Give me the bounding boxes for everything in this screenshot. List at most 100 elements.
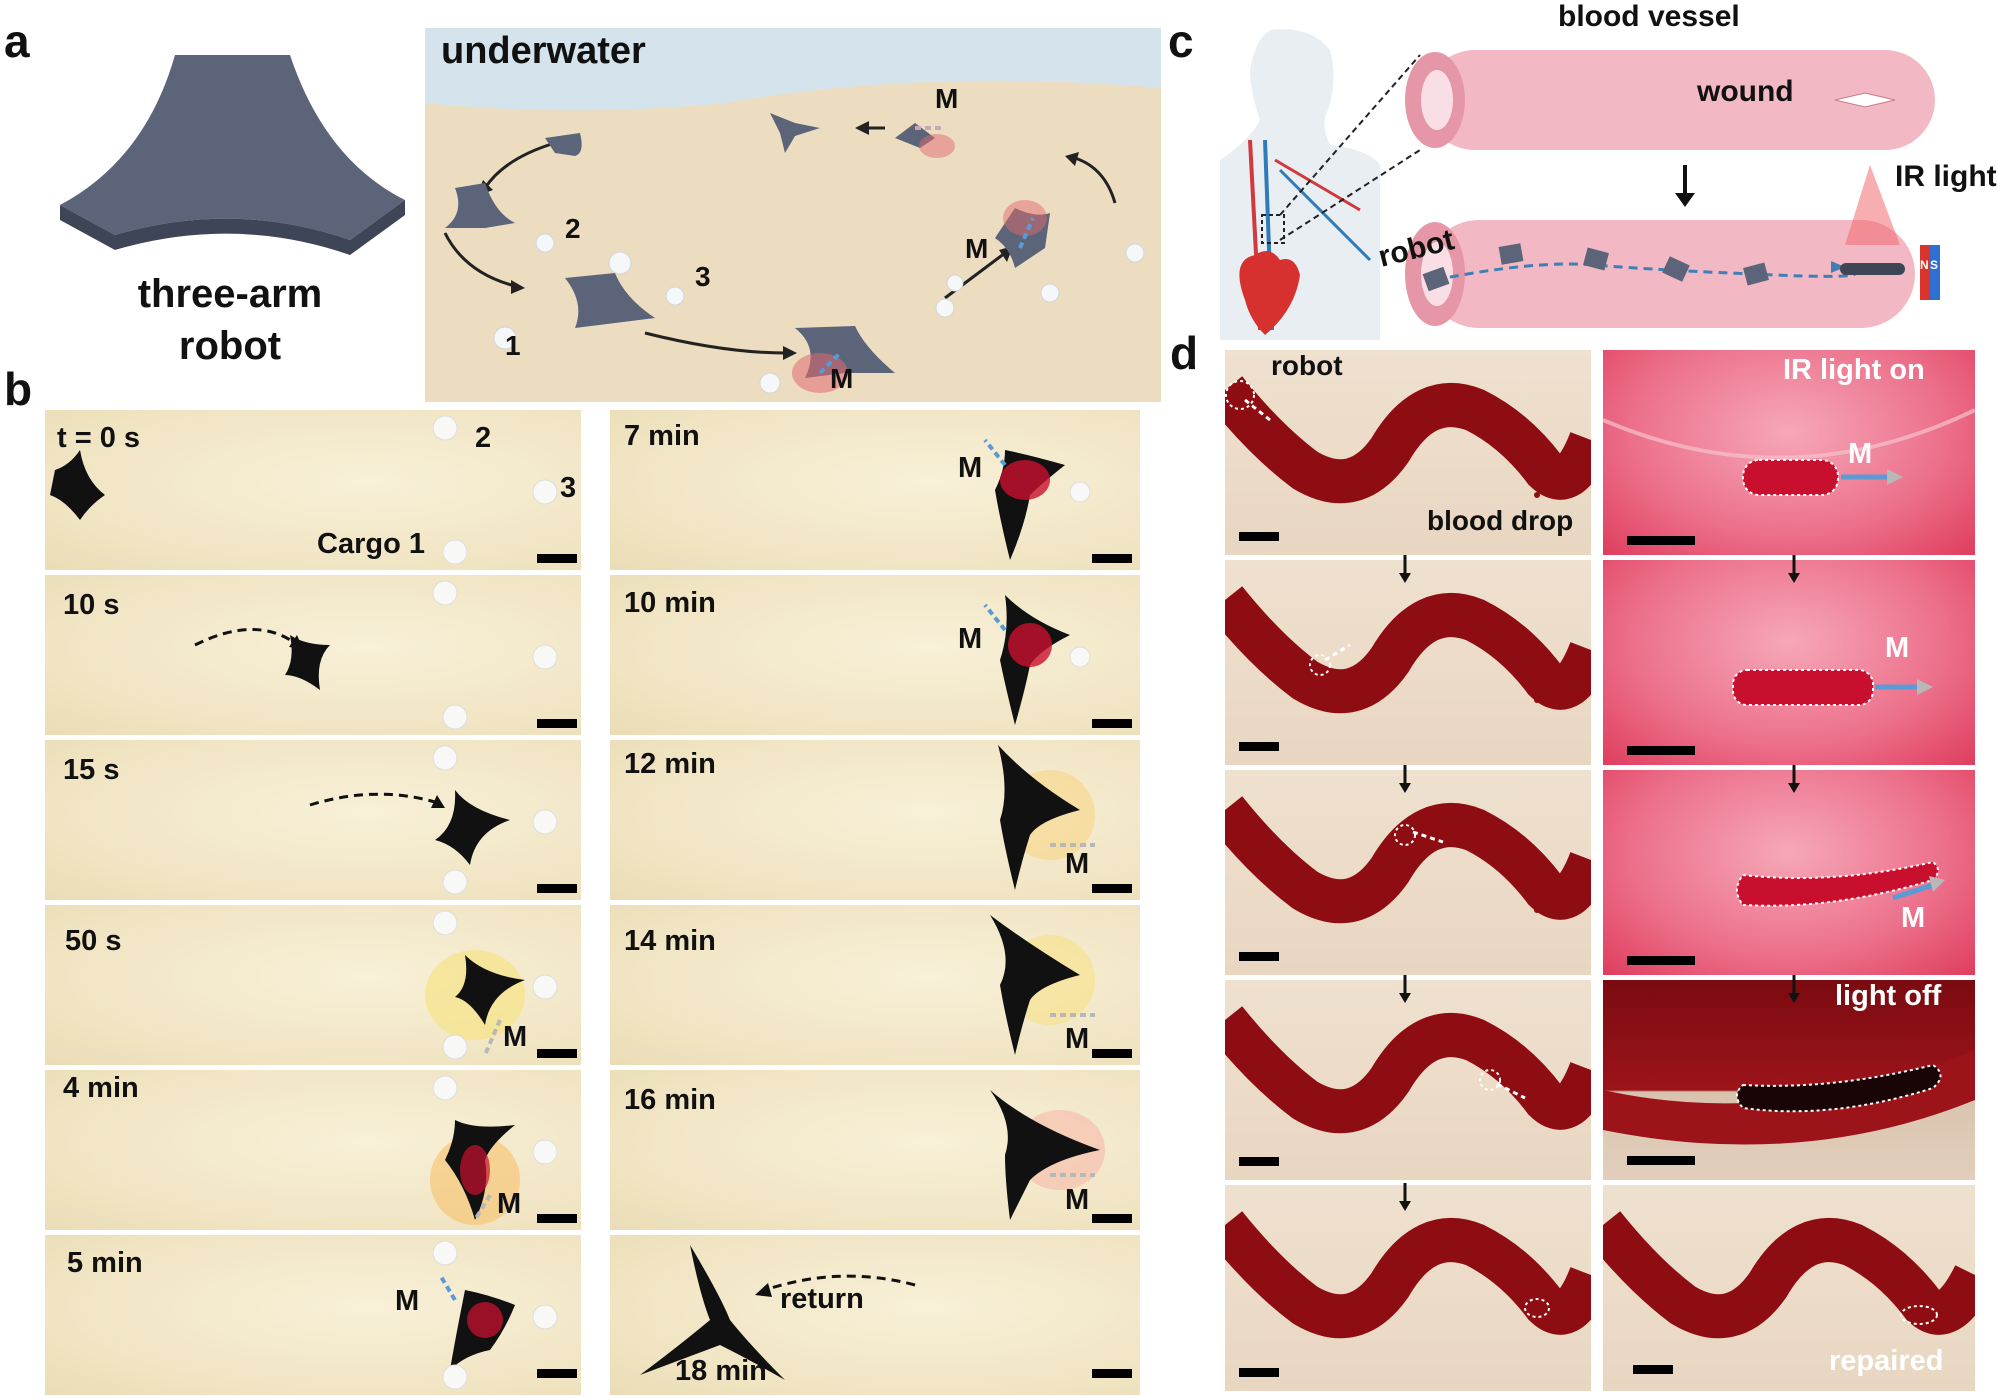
scale-bar <box>537 719 577 728</box>
cargo-3-label: 3 <box>560 472 577 504</box>
return-label: return <box>780 1283 864 1315</box>
field-label: M <box>1848 438 1873 470</box>
panel-label-c: c <box>1168 15 1194 67</box>
time-label: t = 0 s <box>57 422 141 454</box>
scale-bar <box>1092 1049 1132 1058</box>
panel-label-a: a <box>4 15 30 67</box>
scale-bar <box>1092 554 1132 563</box>
frame-b-left-0: t = 0 s 2 3 Cargo 1 <box>45 410 581 570</box>
scale-bar <box>1239 1368 1279 1377</box>
cargo-2-label: 2 <box>475 422 492 454</box>
robot-label-d: robot <box>1271 350 1343 381</box>
scale-bar <box>537 1214 577 1223</box>
field-label: M <box>1885 632 1910 664</box>
frame-d-right-2: M <box>1603 770 1975 975</box>
repaired-label: repaired <box>1829 1345 1944 1377</box>
frame-b-left-1: 10 s <box>45 575 581 735</box>
zoom-lines <box>1279 54 1421 241</box>
field-label: M <box>1065 1184 1090 1216</box>
frame-d-left-4 <box>1225 1185 1591 1391</box>
robot-caption-line2: robot <box>178 324 282 368</box>
scale-bar <box>1092 719 1132 728</box>
human-anatomy-illustration <box>1220 29 1380 341</box>
scale-bar <box>1239 742 1279 751</box>
ir-light-label: IR light <box>1895 160 1997 193</box>
scene-title: underwater <box>441 30 646 72</box>
ir-light-on-label: IR light on <box>1783 354 1925 386</box>
cargo-label-3: 3 <box>695 261 711 292</box>
frame-b-left-2: 15 s <box>45 740 581 900</box>
frame-d-right-1: M <box>1603 560 1975 765</box>
scale-bar <box>537 884 577 893</box>
cargo-label-2: 2 <box>565 213 581 244</box>
frame-b-right-2: 12 min M <box>610 740 1140 900</box>
panel-label-d: d <box>1170 327 1199 379</box>
underwater-scene: underwater 1 2 3 M M M <box>425 28 1161 402</box>
frame-b-right-4: 16 min M <box>610 1070 1140 1230</box>
time-label: 4 min <box>63 1072 139 1104</box>
time-label: 16 min <box>624 1084 716 1116</box>
field-label: M <box>1065 1023 1090 1055</box>
panel-label-b: b <box>4 363 33 415</box>
time-label: 5 min <box>67 1247 143 1279</box>
frame-d-right-3: light off <box>1603 980 1975 1180</box>
frame-d-left-3 <box>1225 980 1591 1180</box>
time-label: 14 min <box>624 925 716 957</box>
time-label: 50 s <box>65 925 122 957</box>
field-label: M <box>958 452 983 484</box>
magnet-s-label: S <box>1930 258 1939 272</box>
scale-bar <box>537 1049 577 1058</box>
scale-bar <box>1239 532 1279 541</box>
field-label: M <box>503 1021 528 1053</box>
field-label: M <box>1901 902 1926 934</box>
frame-d-left-0: robot blood drop <box>1225 350 1591 555</box>
robot-caption-line1: three-arm <box>137 272 323 316</box>
frame-b-left-4: 4 min M <box>45 1070 581 1230</box>
time-label: 12 min <box>624 748 716 780</box>
frame-b-right-3: 14 min M <box>610 905 1140 1065</box>
scale-bar <box>1092 884 1132 893</box>
field-label: M <box>497 1188 522 1220</box>
time-label: 7 min <box>624 420 700 452</box>
frame-b-right-5: return 18 min <box>610 1235 1140 1395</box>
frame-d-right-0: IR light on M <box>1603 350 1975 555</box>
frame-d-right-4: repaired <box>1603 1185 1975 1391</box>
time-label: 10 min <box>624 587 716 619</box>
field-label: M <box>395 1285 420 1317</box>
scale-bar <box>1239 952 1279 961</box>
cargo-1-label: Cargo 1 <box>317 528 425 560</box>
time-label: 18 min <box>675 1355 767 1387</box>
scale-bar <box>1092 1369 1132 1378</box>
time-label: 10 s <box>63 589 120 621</box>
frame-b-right-1: 10 min M <box>610 575 1140 735</box>
scale-bar <box>1627 1156 1695 1165</box>
frame-d-left-2 <box>1225 770 1591 975</box>
light-off-label: light off <box>1835 980 1942 1012</box>
three-arm-robot-illustration <box>60 55 405 255</box>
scale-bar <box>537 554 577 563</box>
field-label-a2: M <box>965 233 989 264</box>
field-label-a1: M <box>830 363 854 394</box>
field-label-a3: M <box>935 83 959 114</box>
scale-bar <box>1633 1365 1673 1374</box>
scale-bar <box>1627 536 1695 545</box>
frame-b-right-0: 7 min M <box>610 410 1140 570</box>
blood-drop-label: blood drop <box>1427 505 1574 536</box>
vessel-title: blood vessel <box>1558 0 1740 33</box>
sequence-arrows-left <box>1399 555 1411 1211</box>
time-label: 15 s <box>63 754 120 786</box>
wound-label: wound <box>1697 75 1794 108</box>
scale-bar <box>1092 1214 1132 1223</box>
scale-bar <box>537 1369 577 1378</box>
field-label: M <box>1065 848 1090 880</box>
scale-bar <box>1627 956 1695 965</box>
scale-bar <box>1627 746 1695 755</box>
magnet-n-label: N <box>1920 258 1929 272</box>
sequence-arrows-right <box>1788 555 1800 1003</box>
vessel-diagram <box>1405 50 1940 328</box>
cargo-label-1: 1 <box>505 330 521 361</box>
frame-b-left-5: 5 min M <box>45 1235 581 1395</box>
frame-b-left-3: 50 s M <box>45 905 581 1065</box>
scale-bar <box>1239 1157 1279 1166</box>
frame-d-left-1 <box>1225 560 1591 765</box>
